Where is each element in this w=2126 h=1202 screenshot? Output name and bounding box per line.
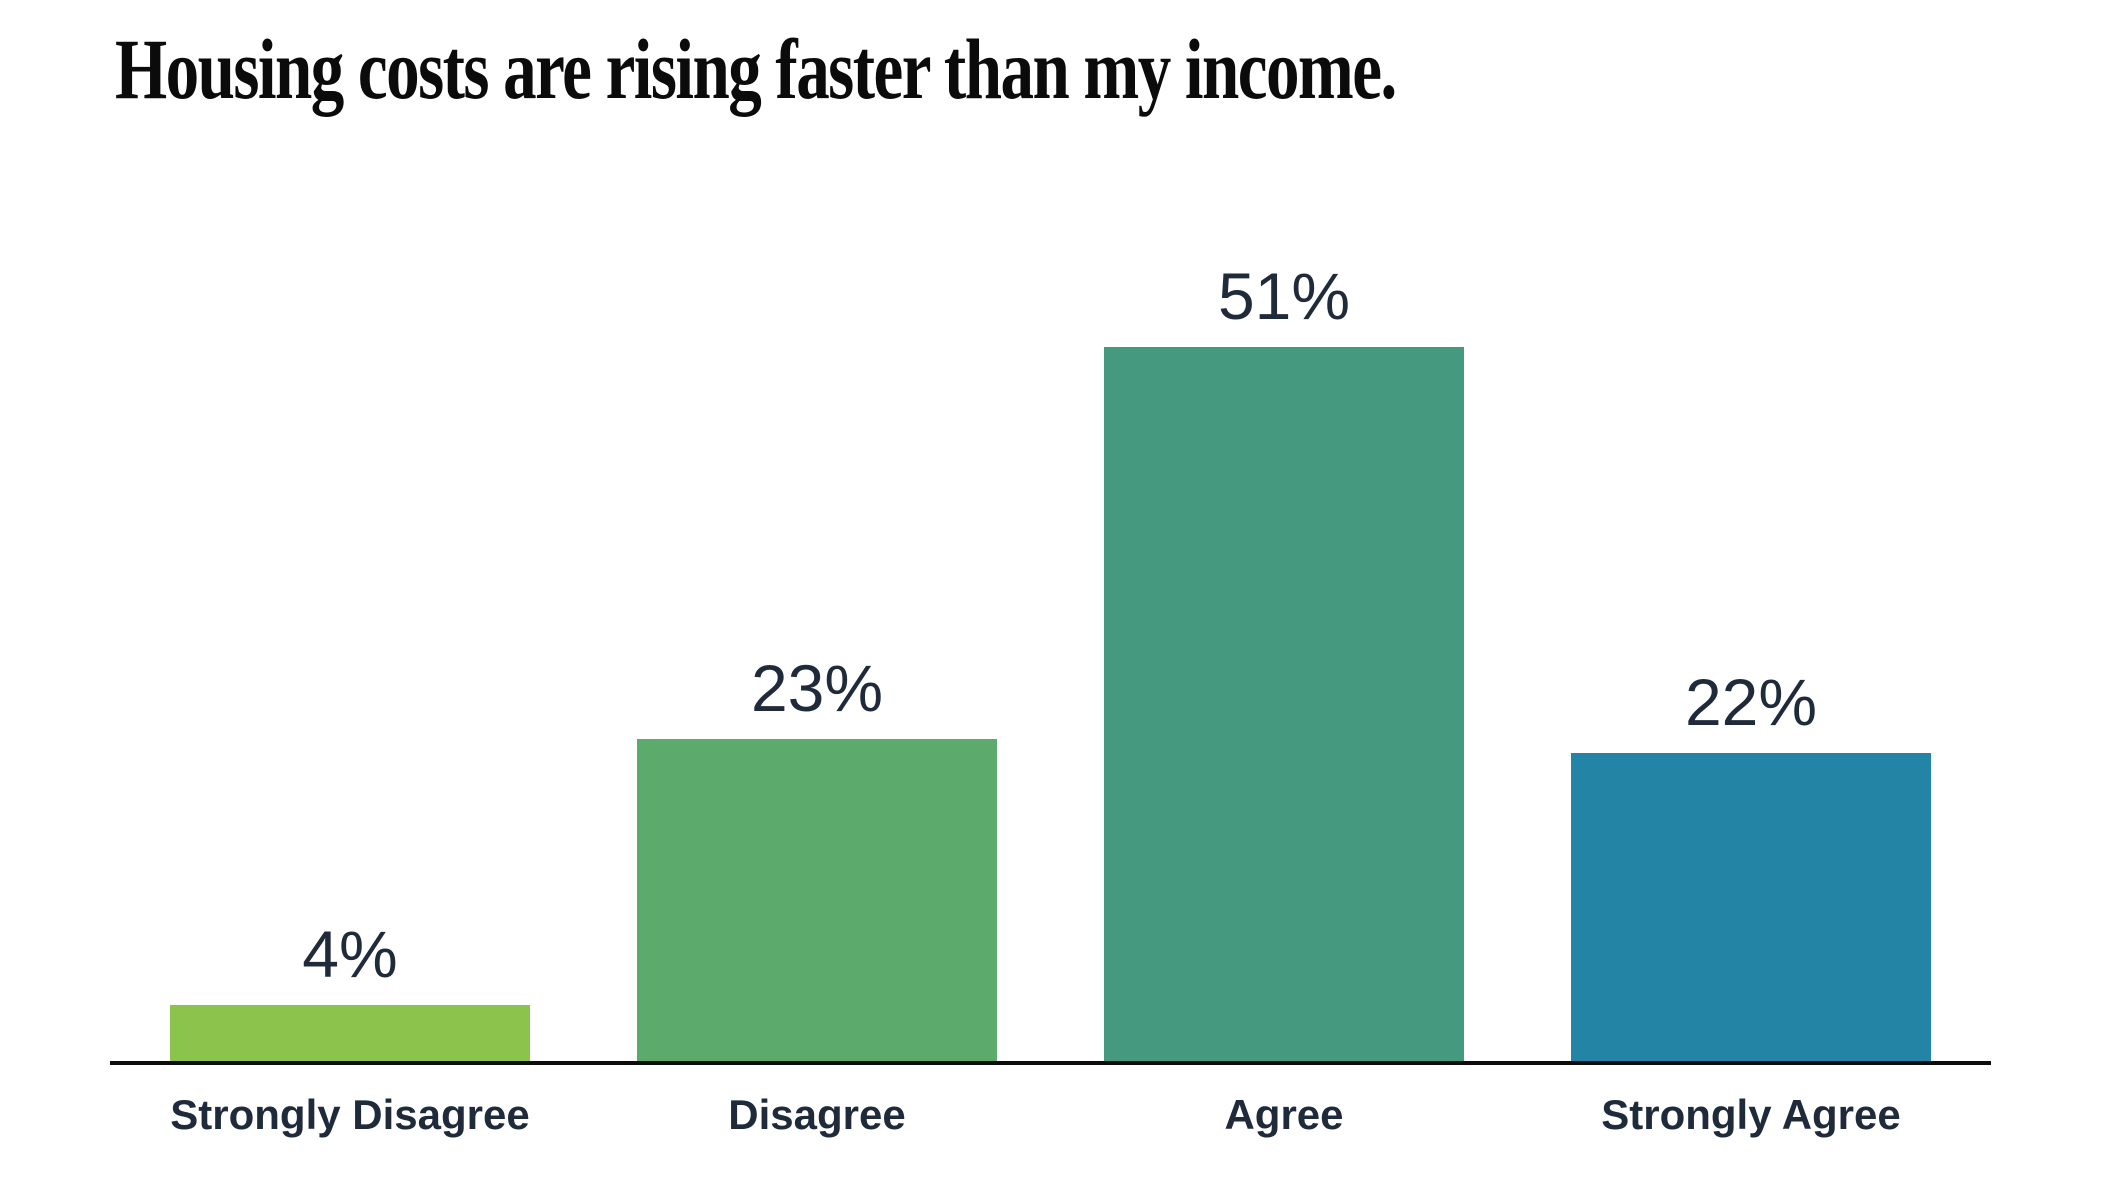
x-axis-label: Strongly Agree bbox=[1601, 1091, 1901, 1138]
bar-group: 23% bbox=[637, 655, 997, 1061]
bar bbox=[1571, 753, 1931, 1061]
x-axis: Strongly Disagree Disagree Agree Strongly A… bbox=[110, 1091, 1991, 1138]
chart-title: Housing costs are rising faster than my … bbox=[115, 21, 1397, 117]
bar-group: 22% bbox=[1571, 669, 1931, 1061]
x-axis-label: Strongly Disagree bbox=[170, 1091, 530, 1138]
x-axis-label: Agree bbox=[1224, 1091, 1344, 1138]
bar-group: 4% bbox=[170, 921, 530, 1061]
bar-value-label: 51% bbox=[1217, 259, 1351, 333]
bar-value-label: 23% bbox=[750, 651, 884, 725]
bar bbox=[170, 1005, 530, 1061]
bar-value-label: 22% bbox=[1684, 665, 1818, 739]
bar bbox=[1104, 347, 1464, 1061]
bar-group: 51% bbox=[1104, 263, 1464, 1061]
x-axis-label: Disagree bbox=[728, 1091, 906, 1138]
bar bbox=[637, 739, 997, 1061]
bar-value-label: 4% bbox=[302, 917, 398, 991]
plot-area: 4% 23% 51% 22% bbox=[110, 0, 1991, 1065]
